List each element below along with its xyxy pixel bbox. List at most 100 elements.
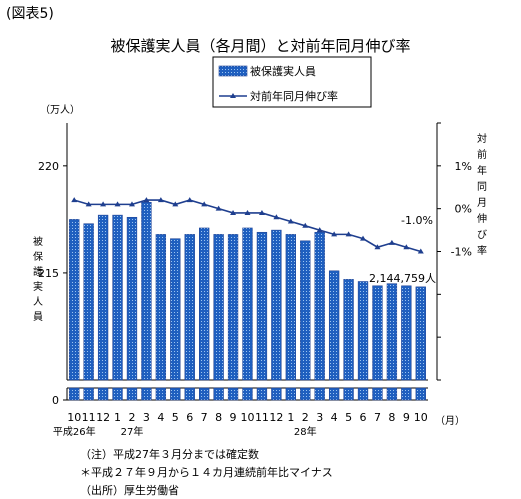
growth-marker xyxy=(100,201,107,207)
legend-bar-label: 被保護実人員 xyxy=(250,64,316,78)
growth-marker xyxy=(273,214,280,220)
legend-line-label: 対前年同月伸び率 xyxy=(250,89,338,103)
x-tick-label: 5 xyxy=(345,411,352,424)
line-end-annotation: -1.0% xyxy=(401,214,433,227)
bar xyxy=(343,279,354,381)
bar-base xyxy=(112,387,123,401)
right-axis-title-char: 伸 xyxy=(477,213,487,225)
x-axis-unit: （月） xyxy=(435,415,465,427)
right-tick-label: -1% xyxy=(451,246,472,259)
right-axis-title-char: 前 xyxy=(477,148,487,161)
bar xyxy=(97,214,109,381)
x-tick-label: 1 xyxy=(114,411,121,424)
x-tick-label: 8 xyxy=(388,411,395,424)
bar-base xyxy=(372,387,383,401)
bar xyxy=(256,231,268,381)
left-axis-title-char: 人 xyxy=(33,296,43,308)
bar-base xyxy=(401,387,412,401)
x-tick-label: 9 xyxy=(403,411,410,424)
growth-marker xyxy=(143,197,150,203)
left-axis-title-char: 護 xyxy=(33,265,43,278)
bar-end-annotation: 2,144,759人 xyxy=(369,272,436,285)
growth-marker xyxy=(85,201,92,207)
bar-base xyxy=(213,387,224,401)
x-tick-label: 4 xyxy=(331,411,338,424)
legend-box xyxy=(212,56,372,108)
bar-base xyxy=(199,387,210,401)
bar xyxy=(69,219,80,381)
bar-base xyxy=(83,387,94,401)
bar-base xyxy=(227,387,239,401)
bar-base xyxy=(386,387,398,401)
growth-marker xyxy=(114,201,121,207)
growth-marker xyxy=(157,197,164,203)
growth-marker xyxy=(287,218,294,224)
growth-marker xyxy=(316,227,323,233)
bar xyxy=(184,234,195,381)
x-tick-label: 11 xyxy=(82,411,96,424)
legend-bar-swatch xyxy=(218,65,248,77)
x-tick-label: 7 xyxy=(374,411,381,424)
bar xyxy=(170,238,181,381)
bar xyxy=(199,227,210,381)
right-axis-title-char: 月 xyxy=(477,197,487,209)
note-line: ＊平成２７年９月から１４カ月連続前年比マイナス xyxy=(80,466,333,479)
right-axis-title-char: 年 xyxy=(477,164,487,177)
growth-marker xyxy=(128,201,135,207)
bar xyxy=(314,231,325,381)
bar xyxy=(242,227,253,381)
bar-base xyxy=(314,387,325,401)
left-axis-title-char: 員 xyxy=(33,311,43,323)
growth-marker xyxy=(201,201,208,207)
bar-base xyxy=(97,387,109,401)
legend-line-marker xyxy=(230,93,236,98)
x-tick-label: 10 xyxy=(241,411,255,424)
x-tick-label: 12 xyxy=(96,411,110,424)
bar xyxy=(401,285,412,381)
left-axis-unit: （万人） xyxy=(40,104,80,116)
figure-label: (図表5) xyxy=(6,6,54,22)
growth-marker xyxy=(331,231,338,237)
growth-marker xyxy=(417,248,424,254)
growth-marker xyxy=(230,209,237,215)
right-axis-title-char: 率 xyxy=(477,244,487,257)
x-tick-label: 12 xyxy=(269,411,283,424)
right-tick-label: 0% xyxy=(455,203,472,216)
x-tick-label: 3 xyxy=(316,411,323,424)
x-tick-label: 11 xyxy=(255,411,269,424)
bar-base xyxy=(415,387,426,401)
x-year-label: 平成26年 xyxy=(53,425,96,438)
left-axis-title-char: 被 xyxy=(33,235,43,248)
bar-base xyxy=(69,387,80,401)
bar xyxy=(328,270,340,381)
x-tick-label: 6 xyxy=(360,411,367,424)
x-tick-label: 5 xyxy=(172,411,179,424)
bar-base xyxy=(155,387,167,401)
bar xyxy=(83,223,94,381)
bar-base xyxy=(126,387,138,401)
bar xyxy=(372,285,383,381)
growth-marker xyxy=(215,205,222,211)
right-axis-title-char: 対 xyxy=(477,132,487,145)
bar xyxy=(300,240,311,381)
x-year-label: 27年 xyxy=(121,425,144,438)
bar xyxy=(227,234,239,381)
bar xyxy=(155,234,167,381)
right-axis-title-char: び xyxy=(477,229,487,241)
bar xyxy=(271,229,282,381)
growth-marker xyxy=(172,201,179,207)
left-axis-title-char: 保 xyxy=(33,250,43,263)
growth-marker xyxy=(403,244,410,250)
note-line: （注）平成27年３月分までは確定数 xyxy=(80,448,259,461)
x-tick-label: 2 xyxy=(128,411,135,424)
bar xyxy=(285,234,296,381)
bar-base xyxy=(357,387,369,401)
x-year-label: 28年 xyxy=(294,425,317,438)
bar xyxy=(357,281,369,381)
bar-base xyxy=(242,387,253,401)
x-tick-label: 3 xyxy=(143,411,150,424)
growth-marker xyxy=(374,244,381,250)
left-axis-title-char: 実 xyxy=(33,280,43,293)
x-tick-label: 4 xyxy=(157,411,164,424)
